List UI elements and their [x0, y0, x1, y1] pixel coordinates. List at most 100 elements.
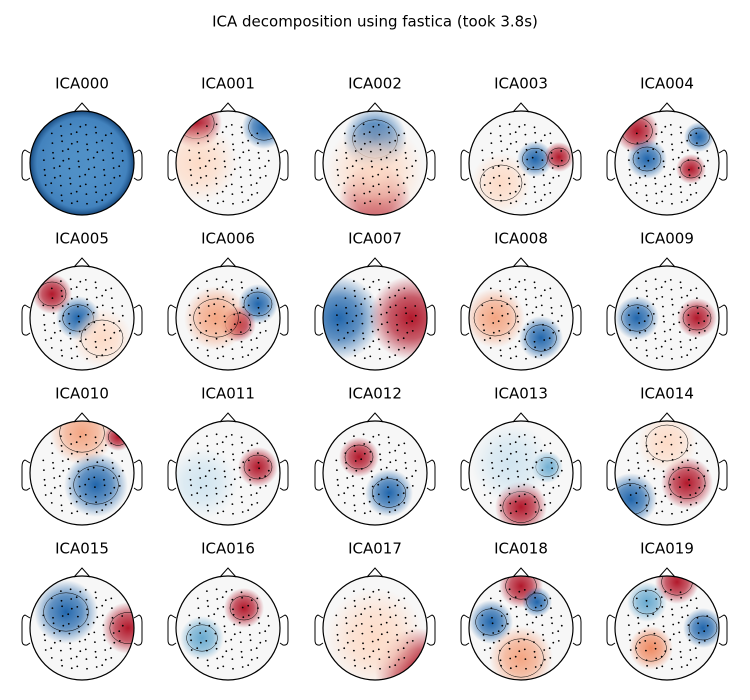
- sensor: [77, 615, 79, 618]
- field-blob: [655, 576, 699, 604]
- sensor: [101, 664, 104, 667]
- sensor: [44, 484, 46, 487]
- sensor: [697, 167, 700, 169]
- sensor: [697, 157, 699, 160]
- sensor: [78, 485, 81, 488]
- sensor: [655, 598, 658, 600]
- sensor: [525, 143, 527, 146]
- sensor: [661, 355, 664, 358]
- sensor: [247, 139, 250, 142]
- sensor: [489, 347, 492, 349]
- sensor: [250, 649, 253, 651]
- sensor: [550, 151, 553, 154]
- sensor: [372, 650, 375, 653]
- sensor: [508, 123, 511, 126]
- sensor: [550, 297, 552, 299]
- sensor: [231, 193, 234, 196]
- sensor: [110, 442, 113, 445]
- sensor: [405, 312, 407, 315]
- sensor: [214, 477, 217, 480]
- sensor: [560, 314, 563, 317]
- sensor: [76, 451, 79, 453]
- sensor: [498, 175, 501, 177]
- sensor: [688, 639, 691, 642]
- sensor: [549, 657, 552, 659]
- sensor: [689, 599, 692, 602]
- sensor: [677, 466, 680, 469]
- sensor: [677, 311, 680, 314]
- sensor: [84, 493, 87, 496]
- sensor: [216, 657, 219, 660]
- sensor: [214, 632, 217, 635]
- sensor: [534, 501, 536, 504]
- sensor: [58, 165, 61, 168]
- sensor: [249, 323, 251, 326]
- contour: [621, 304, 653, 332]
- sensor: [394, 199, 397, 202]
- sensor: [95, 656, 97, 659]
- sensor: [518, 185, 521, 188]
- sensor: [241, 441, 244, 444]
- sensor: [215, 642, 217, 645]
- field-blob: [677, 298, 717, 338]
- sensor: [662, 315, 665, 318]
- sensor: [67, 303, 70, 306]
- sensor: [256, 657, 259, 659]
- sensor: [629, 494, 632, 496]
- sensor: [509, 297, 512, 300]
- sensor: [222, 355, 225, 358]
- sensor: [353, 494, 355, 497]
- ear-left: [460, 304, 470, 336]
- sensor: [216, 297, 219, 300]
- sensor: [111, 297, 113, 299]
- sensor: [232, 512, 234, 515]
- sensor: [534, 346, 536, 349]
- sensor: [499, 125, 501, 127]
- sensor: [680, 141, 683, 144]
- sensor: [370, 150, 372, 153]
- sensor: [655, 452, 658, 455]
- sensor: [70, 667, 73, 670]
- sensor: [196, 337, 199, 340]
- sensor: [67, 623, 70, 625]
- sensor: [387, 436, 390, 439]
- sensor: [524, 193, 527, 196]
- sensor: [672, 633, 675, 636]
- topomap: ICA009: [606, 230, 728, 371]
- sensor: [518, 495, 521, 498]
- sensor: [118, 485, 121, 487]
- sensor: [661, 665, 664, 668]
- sensor: [534, 201, 537, 203]
- sensor: [223, 305, 225, 308]
- sensor: [483, 494, 486, 496]
- sensor: [385, 311, 388, 314]
- sensor: [247, 149, 250, 152]
- ear-left: [21, 459, 31, 491]
- topomap: ICA012: [314, 385, 436, 526]
- sensor: [206, 504, 209, 507]
- sensor: [681, 306, 684, 309]
- sensor: [678, 321, 681, 324]
- sensor: [87, 468, 90, 471]
- sensor: [206, 280, 208, 282]
- sensor: [628, 168, 631, 171]
- sensor: [489, 647, 492, 650]
- sensor: [662, 150, 664, 153]
- sensor: [680, 131, 682, 134]
- sensor: [695, 502, 698, 504]
- sensor: [548, 647, 551, 650]
- sensor: [79, 590, 82, 593]
- sensor: [70, 133, 73, 135]
- sensor: [189, 633, 192, 636]
- sensor: [92, 311, 95, 314]
- sensor: [52, 467, 55, 470]
- sensor: [662, 615, 664, 618]
- sensor: [223, 615, 225, 618]
- sensor: [518, 590, 521, 593]
- sensor: [196, 347, 199, 349]
- sensor: [95, 451, 98, 454]
- sensor: [411, 320, 414, 323]
- sensor: [397, 599, 400, 602]
- sensor: [216, 667, 219, 670]
- sensor: [523, 183, 526, 186]
